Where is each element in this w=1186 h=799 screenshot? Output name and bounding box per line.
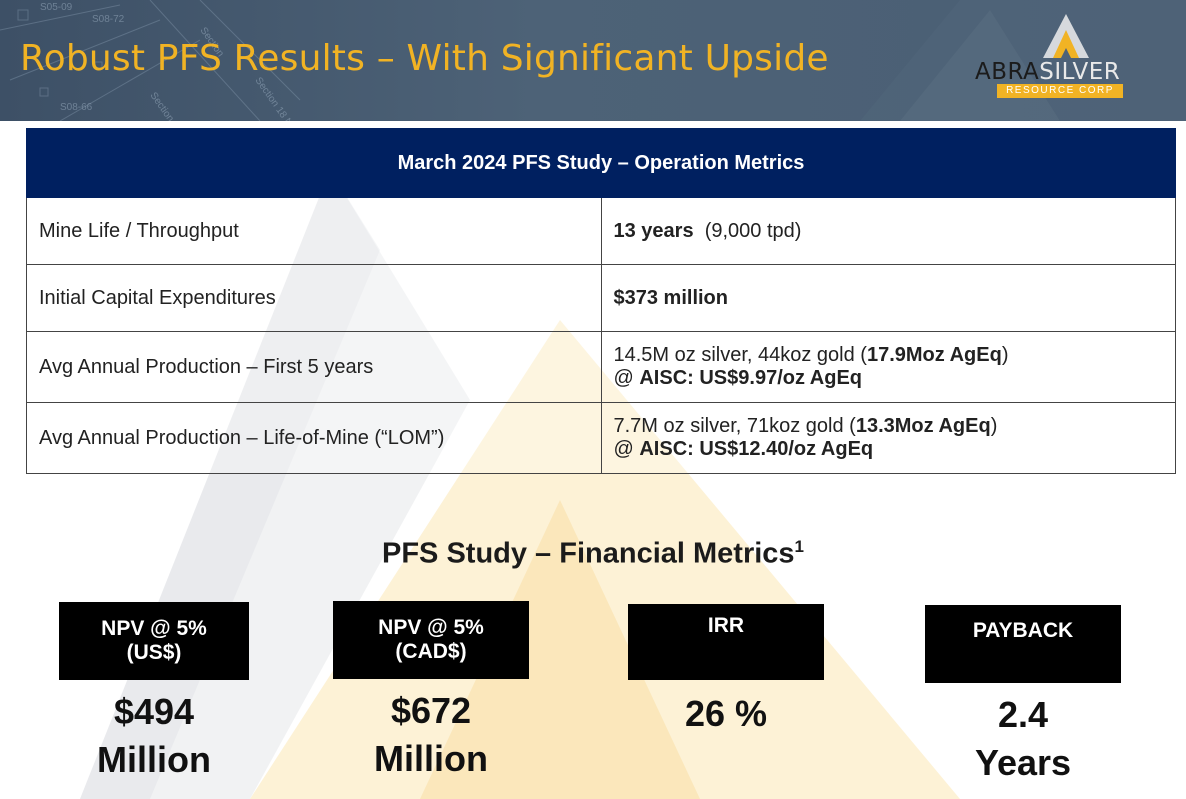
- metric-value: 2.4 Years: [974, 694, 1072, 783]
- metric-payback: PAYBACK 2.4 Years: [925, 605, 1121, 787]
- metric-label: PAYBACK: [925, 605, 1121, 683]
- footnote-marker: 1: [794, 537, 805, 556]
- header-banner: S05-09 S08-72 Section S08-66 Section Section …: [0, 0, 1186, 121]
- logo-abra-text: ABRA: [975, 59, 1040, 85]
- map-label: S08-72: [92, 14, 125, 25]
- row-value-first5: 14.5M oz silver, 44koz gold (17.9Moz AgE…: [600, 331, 1176, 403]
- metric-label-line1: PAYBACK: [972, 619, 1074, 642]
- table-row: Avg Annual Production – First 5 years 14…: [26, 331, 1176, 403]
- metric-irr: IRR 26 %: [628, 604, 824, 738]
- metric-npv-usd: NPV @ 5% (US$) $494 Million: [59, 602, 249, 784]
- value-line2-prefix: @: [613, 438, 640, 460]
- abra-triangle-logo-icon: [1043, 14, 1089, 58]
- metric-label: NPV @ 5% (US$): [59, 602, 249, 680]
- metric-label-line2: (CAD$): [395, 640, 467, 663]
- row-label-lom: Avg Annual Production – Life-of-Mine (“L…: [26, 402, 602, 474]
- value-rest: (9,000 tpd): [704, 219, 802, 242]
- row-value-lom: 7.7M oz silver, 71koz gold (13.3Moz AgEq…: [600, 402, 1176, 474]
- table-row: Avg Annual Production – Life-of-Mine (“L…: [26, 402, 1176, 474]
- value-line1-bold: 17.9Moz AgEq: [866, 344, 1002, 366]
- value-line2-bold: AISC: US$9.97/oz AgEq: [639, 367, 862, 389]
- table-header: March 2024 PFS Study – Operation Metrics: [26, 128, 1176, 198]
- metric-label-line2: (US$): [126, 641, 182, 664]
- metric-value: $494 Million: [97, 691, 211, 780]
- operation-metrics-table: March 2024 PFS Study – Operation Metrics…: [26, 128, 1176, 474]
- metric-npv-cad: NPV @ 5% (CAD$) $672 Million: [333, 601, 529, 783]
- page-title: Robust PFS Results – With Significant Up…: [20, 38, 829, 79]
- metric-label: NPV @ 5% (CAD$): [333, 601, 529, 679]
- value-line1-bold: 13.3Moz AgEq: [855, 415, 991, 437]
- value-line2-bold: AISC: US$12.40/oz AgEq: [639, 438, 874, 460]
- value-line1-text: 14.5M oz silver, 44koz gold (: [613, 344, 867, 366]
- metric-label-line1: NPV @ 5%: [378, 616, 484, 639]
- row-label-first5: Avg Annual Production – First 5 years: [26, 331, 602, 403]
- metric-label-line1: IRR: [707, 614, 745, 637]
- value-line1-close: ): [990, 415, 998, 437]
- row-value-mine-life: 13 years (9,000 tpd): [600, 197, 1176, 265]
- logo-wordmark: ABRASILVER: [975, 59, 1155, 85]
- metric-label-line1: NPV @ 5%: [101, 617, 207, 640]
- table-row: Initial Capital Expenditures $373 millio…: [26, 264, 1176, 332]
- metric-value: $672 Million: [374, 690, 488, 779]
- map-label: Section: [148, 90, 176, 121]
- map-label: Section 18 NE: [253, 75, 299, 121]
- map-label: S05-09: [40, 2, 73, 13]
- table-row: Mine Life / Throughput 13 years (9,000 t…: [26, 197, 1176, 265]
- financial-title-text: PFS Study – Financial Metrics: [381, 537, 795, 570]
- logo-silver-text: SILVER: [1039, 59, 1121, 85]
- row-label-capex: Initial Capital Expenditures: [26, 264, 602, 332]
- company-logo: ABRASILVER RESOURCE CORP: [975, 12, 1155, 110]
- map-label: S08-66: [60, 102, 93, 113]
- value-line1-text: 7.7M oz silver, 71koz gold (: [613, 415, 856, 437]
- value-line2-prefix: @: [613, 367, 640, 389]
- logo-subtitle: RESOURCE CORP: [997, 84, 1123, 98]
- value-line1-close: ): [1001, 344, 1009, 366]
- row-label-mine-life: Mine Life / Throughput: [26, 197, 602, 265]
- metric-value: 26 %: [684, 693, 768, 734]
- value-bold: $373 million: [613, 286, 729, 309]
- financial-metrics-title: PFS Study – Financial Metrics1: [0, 537, 1186, 571]
- metric-label: IRR: [628, 604, 824, 680]
- row-value-capex: $373 million: [600, 264, 1176, 332]
- value-bold: 13 years: [613, 219, 694, 242]
